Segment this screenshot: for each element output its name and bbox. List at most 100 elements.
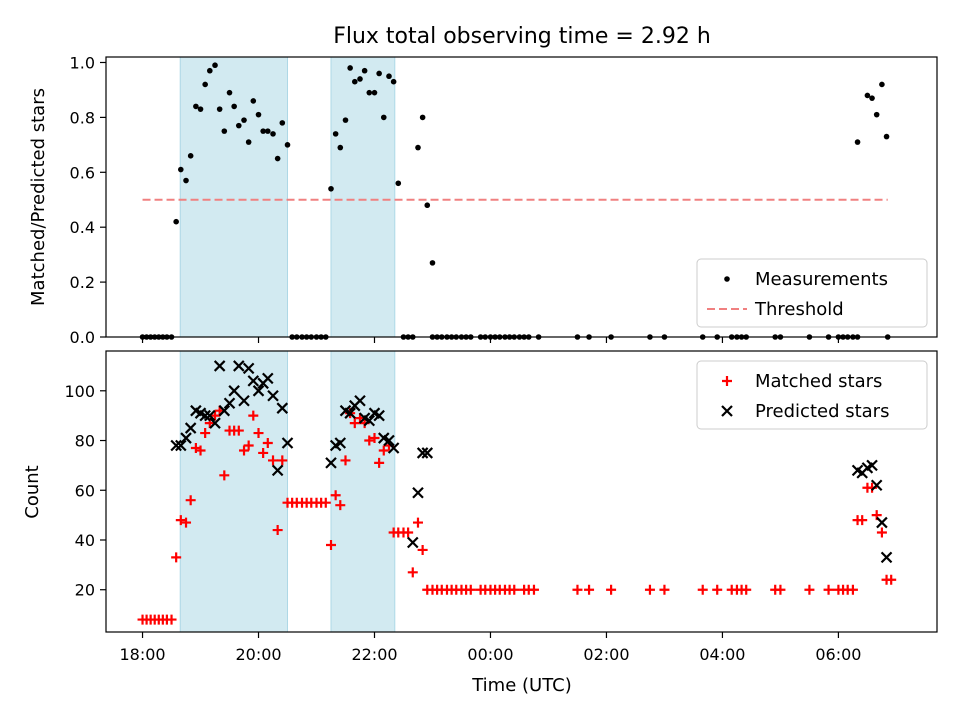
data-point: [429, 260, 436, 266]
data-point: [228, 385, 240, 397]
y-tick-label: 40: [75, 531, 95, 550]
y-tick-label: 20: [75, 581, 95, 600]
data-point: [238, 394, 250, 407]
y-tick-label: 0.6: [70, 163, 95, 182]
data-point: [369, 433, 380, 444]
data-point: [880, 551, 893, 564]
data-point: [334, 437, 347, 449]
data-point: [180, 432, 192, 444]
data-point: [260, 128, 266, 134]
data-point: [250, 98, 257, 104]
data-point: [876, 527, 887, 538]
data-point: [268, 455, 279, 466]
data-point: [274, 155, 281, 162]
series-predicted-stars: [170, 360, 893, 564]
data-point: [364, 435, 375, 446]
data-point: [166, 614, 177, 625]
legend-label: Predicted stars: [755, 401, 889, 422]
data-point: [233, 425, 244, 436]
legend-box: [696, 360, 928, 430]
y-tick-label: 1.0: [70, 53, 95, 72]
data-point: [415, 144, 421, 151]
bottom-y-axis-label: Count: [22, 465, 43, 518]
data-point: [241, 117, 247, 123]
data-point: [272, 525, 283, 536]
data-point: [412, 486, 424, 499]
data-point: [390, 78, 397, 85]
data-point: [210, 410, 221, 421]
data-point: [854, 139, 861, 145]
data-point: [412, 517, 423, 528]
data-point: [223, 397, 236, 409]
data-point: [284, 142, 291, 148]
data-point: [644, 584, 655, 595]
y-tick-label: 0.8: [70, 108, 95, 127]
data-point: [276, 402, 289, 414]
data-point: [326, 539, 337, 550]
data-point: [387, 442, 400, 454]
axes-frame: [105, 56, 938, 338]
y-tick-label: 0.0: [70, 328, 95, 347]
data-point: [332, 131, 339, 137]
data-point: [337, 144, 344, 151]
data-point: [197, 106, 204, 112]
data-point: [340, 455, 351, 466]
legend-box: [696, 258, 928, 328]
data-point: [258, 447, 269, 458]
data-point: [216, 106, 223, 112]
data-point: [376, 70, 382, 77]
data-point: [864, 92, 871, 99]
data-point: [320, 497, 331, 508]
legend-marker: [724, 276, 730, 282]
data-point: [187, 153, 194, 159]
data-point: [231, 103, 237, 110]
data-point: [378, 445, 389, 456]
data-point: [279, 120, 286, 126]
data-point: [255, 111, 262, 118]
data-point: [193, 103, 199, 110]
data-point: [584, 584, 595, 595]
x-tick-label: 18:00: [119, 645, 165, 664]
data-point: [712, 584, 723, 595]
data-point: [866, 459, 878, 472]
data-point: [363, 414, 376, 427]
data-point: [213, 360, 226, 372]
top-plot-panel: 0.0 0.2 0.4 0.6 0.8 1.0 Measurements Threshold: [70, 53, 938, 347]
data-point: [277, 455, 288, 466]
shaded-interval-0: [179, 56, 289, 338]
legend-label: Threshold: [754, 299, 844, 320]
data-point: [659, 584, 670, 595]
y-tick-label: 0.4: [70, 218, 95, 237]
data-point: [873, 111, 880, 118]
data-point: [424, 202, 431, 209]
data-point: [357, 76, 363, 82]
data-point: [383, 434, 395, 447]
data-point: [366, 89, 373, 96]
shaded-interval-1: [330, 56, 396, 338]
x-tick-label: 06:00: [815, 645, 861, 664]
data-point: [528, 584, 539, 595]
data-point: [235, 122, 242, 129]
data-point: [697, 584, 708, 595]
y-tick-label: 100: [64, 382, 95, 401]
data-point: [218, 404, 231, 417]
data-point: [879, 81, 885, 88]
data-point: [184, 422, 197, 434]
shaded-interval-1: [330, 350, 396, 633]
data-point: [509, 584, 520, 595]
legend-marker: [722, 376, 732, 386]
data-point: [417, 544, 428, 555]
y-tick-label: 80: [75, 432, 95, 451]
data-point: [248, 410, 259, 421]
data-point: [209, 417, 221, 429]
data-point: [741, 584, 752, 595]
data-point: [175, 515, 186, 526]
x-tick-label: 04:00: [699, 645, 745, 664]
data-point: [870, 479, 883, 492]
data-point: [886, 574, 897, 585]
data-point: [344, 407, 356, 419]
data-point: [239, 445, 250, 456]
data-point: [195, 445, 206, 456]
data-point: [171, 552, 182, 563]
